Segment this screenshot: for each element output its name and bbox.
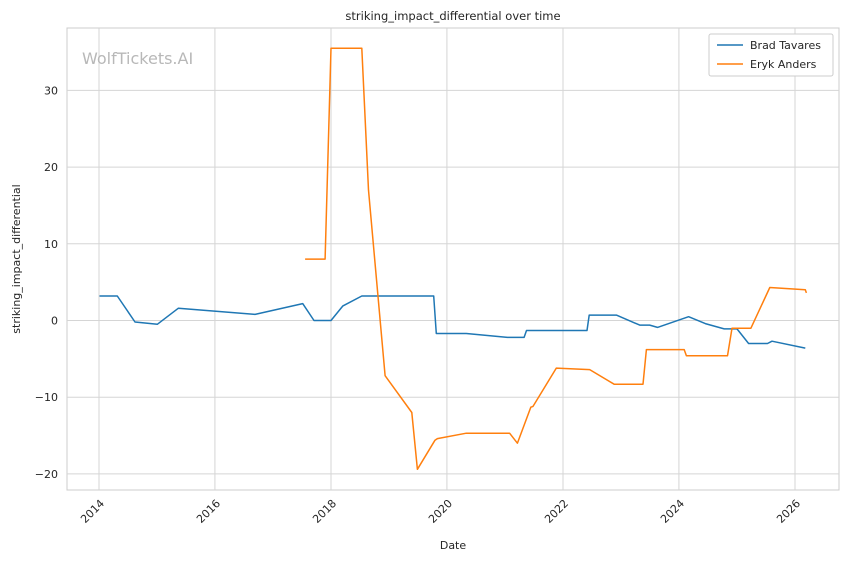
x-tick-label: 2020: [426, 497, 455, 526]
y-tick-label: 0: [51, 315, 58, 328]
y-tick-label: 20: [44, 161, 58, 174]
x-tick-label: 2026: [774, 497, 803, 526]
x-tick-label: 2016: [194, 497, 223, 526]
x-tick-label: 2014: [78, 497, 107, 526]
watermark-text: WolfTickets.AI: [82, 49, 193, 68]
x-tick-labels: 2014 2016 2018 2020 2022 2024 2026: [78, 497, 803, 526]
x-axis-label: Date: [440, 539, 467, 552]
grid-lines: [67, 28, 839, 490]
series-line-brad-tavares: [99, 295, 806, 349]
series-line-eryk-anders: [305, 47, 808, 471]
y-tick-label: 30: [44, 84, 58, 97]
x-tick-label: 2022: [542, 497, 571, 526]
plot-area: [66, 27, 840, 491]
y-tick-label: −20: [35, 468, 58, 481]
x-tick-label: 2024: [658, 497, 687, 526]
y-tick-labels: −20 −10 0 10 20 30: [35, 84, 58, 481]
chart-title: striking_impact_differential over time: [345, 9, 560, 23]
y-tick-label: 10: [44, 238, 58, 251]
y-tick-label: −10: [35, 391, 58, 404]
series-layer: [99, 47, 808, 471]
legend-label-brad-tavares: Brad Tavares: [750, 39, 821, 52]
legend-label-eryk-anders: Eryk Anders: [750, 58, 817, 71]
x-tick-label: 2018: [310, 497, 339, 526]
legend: Brad Tavares Eryk Anders: [708, 33, 834, 77]
y-axis-label: striking_impact_differential: [10, 184, 23, 333]
